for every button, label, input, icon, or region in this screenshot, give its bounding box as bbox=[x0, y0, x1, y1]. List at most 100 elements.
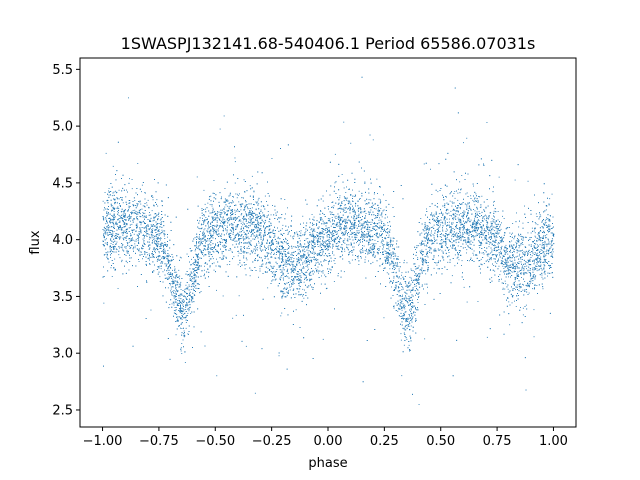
data-point bbox=[404, 329, 406, 331]
data-point bbox=[200, 240, 202, 242]
data-point bbox=[481, 230, 483, 232]
data-point bbox=[313, 229, 315, 231]
data-point bbox=[443, 235, 445, 237]
data-point bbox=[285, 266, 287, 267]
data-point bbox=[410, 308, 412, 310]
data-point bbox=[140, 224, 142, 226]
data-point bbox=[467, 241, 469, 243]
data-point bbox=[423, 163, 425, 165]
data-point bbox=[354, 196, 356, 197]
data-point bbox=[549, 198, 551, 200]
data-point bbox=[250, 269, 252, 271]
data-point bbox=[396, 275, 398, 277]
data-point bbox=[232, 317, 234, 319]
data-point bbox=[391, 286, 392, 288]
data-point bbox=[522, 283, 523, 285]
data-point bbox=[426, 239, 428, 240]
data-point bbox=[302, 288, 304, 290]
data-point bbox=[329, 268, 331, 270]
data-point bbox=[229, 237, 231, 238]
data-point bbox=[190, 296, 192, 298]
data-point bbox=[542, 262, 544, 263]
data-point bbox=[414, 279, 416, 281]
data-point bbox=[298, 277, 299, 279]
data-point bbox=[187, 308, 189, 310]
data-point bbox=[503, 218, 505, 219]
data-point bbox=[178, 302, 180, 304]
data-point bbox=[454, 191, 456, 192]
data-point bbox=[238, 295, 240, 297]
data-point bbox=[205, 249, 206, 251]
data-point bbox=[245, 211, 246, 213]
data-point bbox=[462, 214, 464, 216]
data-point bbox=[535, 266, 537, 267]
data-point bbox=[281, 262, 282, 263]
data-point bbox=[426, 244, 427, 246]
data-point bbox=[540, 264, 542, 266]
data-point bbox=[549, 228, 551, 230]
data-point bbox=[225, 249, 227, 251]
data-point bbox=[118, 233, 120, 235]
data-point bbox=[356, 236, 358, 238]
data-point bbox=[173, 282, 175, 284]
data-point bbox=[126, 224, 128, 226]
data-point bbox=[220, 212, 222, 214]
data-point bbox=[157, 205, 159, 207]
data-point bbox=[295, 266, 297, 268]
data-point bbox=[287, 276, 289, 278]
data-point bbox=[432, 234, 434, 236]
data-point bbox=[339, 229, 341, 231]
data-point bbox=[196, 247, 197, 248]
data-point bbox=[177, 316, 179, 318]
data-point bbox=[147, 254, 148, 256]
data-point bbox=[514, 179, 516, 181]
data-point bbox=[490, 258, 492, 259]
data-point bbox=[181, 295, 183, 296]
data-point bbox=[427, 256, 429, 258]
data-point bbox=[154, 238, 156, 240]
data-point bbox=[163, 230, 165, 232]
data-point bbox=[267, 267, 269, 269]
data-point bbox=[400, 278, 402, 280]
data-point bbox=[457, 235, 459, 237]
data-point bbox=[341, 231, 343, 233]
data-point bbox=[522, 314, 524, 316]
data-point bbox=[426, 245, 428, 247]
data-point bbox=[186, 305, 188, 307]
data-point bbox=[271, 242, 273, 244]
data-point bbox=[132, 239, 134, 241]
data-point bbox=[500, 252, 502, 253]
data-point bbox=[373, 253, 375, 255]
data-point bbox=[346, 186, 347, 188]
data-point bbox=[403, 297, 405, 299]
data-point bbox=[360, 251, 362, 253]
data-point bbox=[245, 206, 247, 207]
data-point bbox=[392, 256, 394, 257]
data-point bbox=[409, 285, 410, 287]
data-point bbox=[224, 220, 226, 222]
data-point bbox=[287, 240, 288, 241]
data-point bbox=[154, 229, 156, 231]
data-point bbox=[458, 259, 460, 261]
data-point bbox=[541, 243, 543, 245]
data-point bbox=[493, 233, 494, 234]
data-point bbox=[343, 121, 345, 123]
data-point bbox=[108, 188, 110, 189]
data-point bbox=[499, 240, 501, 241]
data-point bbox=[187, 333, 189, 335]
data-point bbox=[395, 262, 397, 264]
data-point bbox=[525, 304, 527, 306]
data-point bbox=[203, 229, 205, 231]
data-point bbox=[494, 235, 496, 237]
data-point bbox=[377, 208, 379, 210]
data-point bbox=[279, 277, 281, 279]
data-point bbox=[365, 256, 367, 258]
data-point bbox=[322, 251, 324, 253]
data-point bbox=[310, 271, 311, 273]
data-point bbox=[344, 238, 346, 240]
data-point bbox=[152, 220, 154, 222]
data-point bbox=[198, 227, 200, 229]
data-point bbox=[245, 345, 247, 347]
data-point bbox=[316, 254, 318, 256]
data-point bbox=[112, 232, 114, 234]
